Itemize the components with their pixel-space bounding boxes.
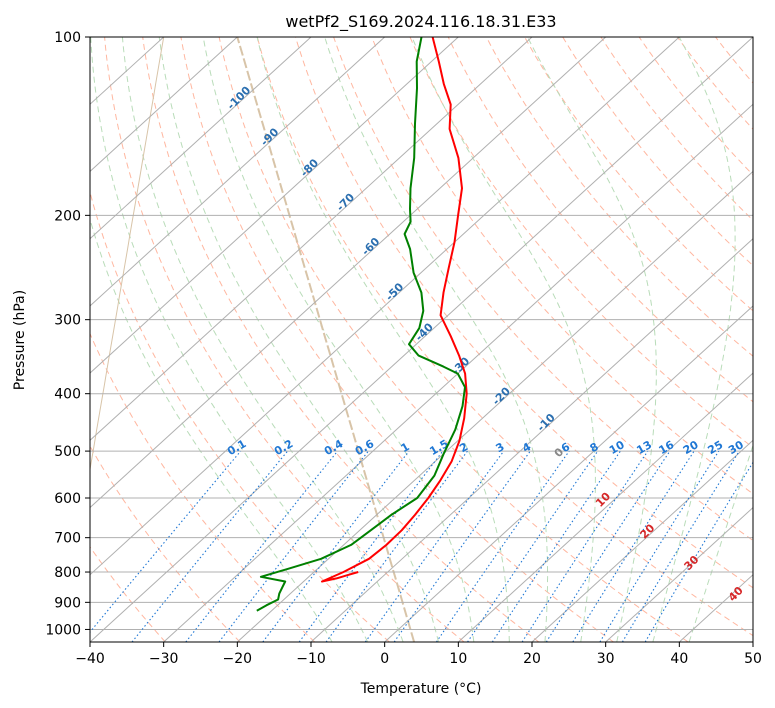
isotherm-line <box>90 37 607 509</box>
plot-frame <box>89 36 754 643</box>
x-tick-label: 30 <box>597 651 615 667</box>
dry-adiabat <box>90 190 390 642</box>
isotherm-line <box>457 372 753 642</box>
dry-adiabat <box>104 37 465 642</box>
moist-adiabat <box>256 37 510 642</box>
mixing-ratio-line <box>545 450 671 642</box>
x-tick-label: −10 <box>296 651 326 667</box>
x-tick-label: −30 <box>149 651 179 667</box>
y-axis-title: Pressure (hPa) <box>12 290 28 390</box>
dry-adiabat <box>142 37 540 642</box>
mixing-ratio-line <box>599 450 720 642</box>
y-tick-label: 1000 <box>45 622 81 638</box>
isotherm-line <box>90 37 459 374</box>
y-tick-label: 400 <box>54 387 81 403</box>
mixing-ratio-line <box>262 450 410 642</box>
isotherm-line <box>384 305 753 642</box>
y-tick-label: 300 <box>54 313 81 329</box>
isotherm-line <box>90 37 386 307</box>
x-tick-label: −20 <box>223 651 253 667</box>
x-tick-label: 0 <box>380 651 389 667</box>
dewpoint-profile-line <box>256 37 466 612</box>
y-tick-label: 700 <box>54 531 81 547</box>
thermal-arc <box>236 37 416 642</box>
mixing-ratio-line <box>572 450 695 642</box>
dry-adiabat <box>562 37 753 267</box>
isotherm-line <box>90 37 533 442</box>
dry-adiabat <box>295 37 753 589</box>
mixing-ratio-line <box>621 450 740 642</box>
thermal-arc <box>90 37 165 473</box>
moist-adiabat <box>90 37 369 642</box>
y-tick-label: 800 <box>54 565 81 581</box>
y-tick-label: 600 <box>54 491 81 507</box>
isotherm-line <box>90 37 312 240</box>
dry-adiabat <box>485 37 753 357</box>
dry-adiabat <box>180 37 614 642</box>
y-tick-label: 500 <box>54 444 81 460</box>
dry-adiabat <box>333 37 753 542</box>
plot-area: 0.1 0.2 0.4 0.6 1 1.5 2 3 4 6 8 10 13 16 20 25 30-100-90… <box>90 37 753 642</box>
dry-adiabat <box>409 37 753 449</box>
mixing-ratio-line <box>131 450 289 642</box>
x-tick-label: 20 <box>523 651 541 667</box>
mixing-ratio-line <box>644 461 753 642</box>
mixing-ratio-line <box>185 450 339 642</box>
mixing-ratio-line <box>467 450 599 642</box>
isotherm-line <box>90 37 753 642</box>
isotherm-line <box>531 439 753 642</box>
mixing-ratio-line <box>364 450 505 642</box>
x-tick-label: 10 <box>449 651 467 667</box>
temperature-profile-line <box>321 37 468 583</box>
x-tick-label: 50 <box>744 651 762 667</box>
moist-adiabat <box>90 217 333 642</box>
chart-title: wetPf2_S169.2024.116.18.31.E33 <box>285 12 556 32</box>
isotherm-line <box>605 506 753 642</box>
moist-adiabat <box>652 37 736 642</box>
isotherm-line <box>163 103 753 642</box>
y-tick-label: 200 <box>54 208 81 224</box>
y-tick-label: 900 <box>54 595 81 611</box>
y-tick-label: 100 <box>54 30 81 46</box>
x-tick-label: −40 <box>75 651 105 667</box>
x-axis-title: Temperature (°C) <box>360 681 482 697</box>
dry-adiabat <box>638 37 753 176</box>
moist-adiabat <box>411 37 596 642</box>
moist-adiabat <box>324 37 549 642</box>
isotherm-line <box>236 170 753 642</box>
isotherm-line <box>310 237 753 642</box>
mixing-ratio-line <box>393 450 531 642</box>
x-axis: −40 −30 −20 −10 0 10 20 30 40 50 <box>75 642 762 667</box>
dry-adiabat <box>90 445 241 642</box>
mixing-ratio-line <box>218 450 369 642</box>
isotherm-line <box>90 37 238 173</box>
moist-adiabat <box>688 444 753 642</box>
x-tick-label: 40 <box>670 651 688 667</box>
moist-adiabat <box>121 37 404 642</box>
mixing-ratio-line <box>90 450 242 633</box>
isotherm-line <box>90 37 680 576</box>
y-axis: 100 200 300 400 500 600 700 800 900 1000 <box>45 30 90 638</box>
